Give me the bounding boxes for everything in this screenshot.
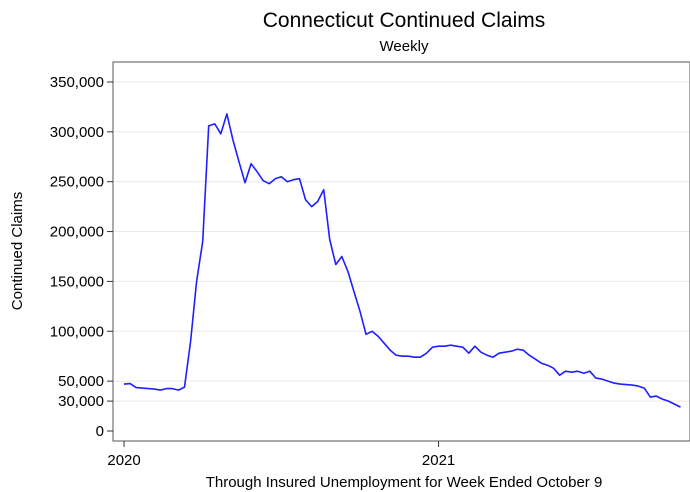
y-axis: 0 30,000 50,000 100,000 150,000 200,000 250,00… <box>50 74 113 440</box>
y-tick-label-2: 50,000 <box>58 373 104 390</box>
y-tick-label-5: 200,000 <box>50 224 104 241</box>
chart-subtitle: Weekly <box>380 38 429 55</box>
series-layer <box>123 113 681 408</box>
y-tick-label-0: 0 <box>96 423 104 440</box>
chart-title: Connecticut Continued Claims <box>263 9 545 32</box>
x-tick-label-0: 2020 <box>107 452 140 469</box>
x-tick-label-1: 2021 <box>422 452 455 469</box>
y-tick-label-4: 150,000 <box>50 273 104 290</box>
gridlines <box>113 81 690 402</box>
y-tick-label-3: 100,000 <box>50 323 104 340</box>
y-tick-label-8: 350,000 <box>50 74 104 91</box>
y-tick-label-6: 250,000 <box>50 174 104 191</box>
x-axis-label: Through Insured Unemployment for Week En… <box>206 474 603 491</box>
x-axis: 2020 2021 <box>107 441 455 469</box>
y-tick-label-7: 300,000 <box>50 124 104 141</box>
series-line-0 <box>123 113 681 408</box>
plot-area-frame <box>112 61 690 442</box>
y-axis-label: Continued Claims <box>9 192 26 310</box>
y-tick-label-1: 30,000 <box>58 393 104 410</box>
